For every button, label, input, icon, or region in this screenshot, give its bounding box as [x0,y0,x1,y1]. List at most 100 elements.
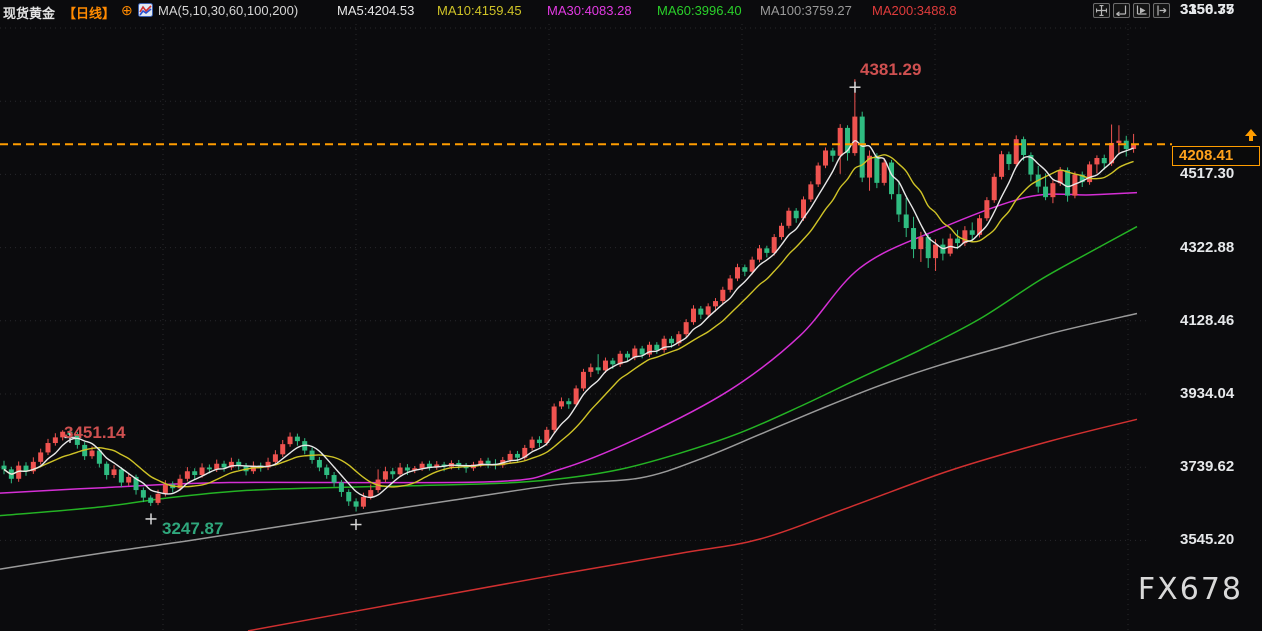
candle-down [1,465,7,470]
candle-down [514,453,520,458]
ma30-line [0,191,1138,494]
candle-down [206,467,212,470]
candle-up [588,367,594,372]
candle-up [771,237,777,253]
candle-down [903,214,909,229]
timeframe-label[interactable]: 【日线】 [63,6,116,21]
candle-up [1094,158,1100,165]
candle-up [837,127,843,156]
candle-down [118,469,124,483]
candle-down [969,230,975,235]
candle-up [867,155,873,178]
candle-up [38,452,44,462]
candle-down [624,353,630,358]
candle-down [331,475,337,483]
candle-up [419,463,425,469]
candle-up [558,401,564,407]
candle-up [573,388,579,405]
candle-down [654,344,660,351]
candle-up [52,437,58,444]
legend-ma100: MA100:3759.27 [760,3,852,18]
candle-down [236,461,242,466]
candle-down [830,150,836,156]
price-annotations: 4381.29 3451.14 3247.87 [64,60,921,538]
legend-ma5: MA5:4204.53 [337,3,415,18]
candle-up [111,469,117,476]
candle-down [338,482,344,492]
candle-up [808,184,814,200]
legend-ma10: MA10:4159.45 [437,3,522,18]
move-crosshair-button[interactable] [1093,3,1110,18]
scale-right-button[interactable] [1133,3,1150,18]
ma60-line [0,225,1138,517]
candle-up [30,461,36,472]
candle-up [1072,174,1078,196]
go-latest-button[interactable] [1153,3,1170,18]
candle-up [852,116,858,154]
candle-up [214,463,220,470]
candle-up [126,476,132,483]
price-up-arrow-icon [1243,129,1259,147]
candle-down [133,476,139,491]
candle-down [742,267,748,272]
y-axis-label: 3350.77 [1180,1,1235,18]
candle-up [89,450,95,457]
candle-up [1057,170,1063,184]
mini-chart-icon[interactable] [138,3,153,20]
candle-up [749,259,755,272]
ma200-line [247,418,1138,631]
candle-down [404,467,410,471]
ma-settings-label[interactable]: MA(5,10,30,60,100,200) [158,3,299,18]
candle-up [16,465,22,479]
candle-down [859,116,865,178]
candle-down [595,367,601,371]
ma10-group [3,154,1134,488]
candle-down [96,450,102,464]
candle-down [911,228,917,250]
globe-plus-icon[interactable]: ⊕ [121,2,133,18]
candle-down [426,463,432,468]
ma100-group [0,312,1138,570]
candle-down [1065,170,1071,196]
legend-ma30: MA30:4083.28 [547,3,632,18]
candle-up [368,490,374,497]
candle-up [881,162,887,183]
candle-down [324,467,330,476]
candle-up [984,200,990,219]
candle-down [793,210,799,219]
y-axis-label: 3545.20 [1180,531,1235,548]
candle-down [874,155,880,183]
candle-down [764,248,770,253]
ma60-group [0,225,1138,517]
candle-up [272,454,278,462]
candle-down [456,462,462,466]
candle-up [632,348,638,358]
candle-down [353,501,359,507]
high-label: 3451.14 [64,423,126,442]
candle-up [690,308,696,323]
candle-up [265,461,271,468]
y-axis-label: 4517.30 [1180,165,1235,182]
candle-down [74,434,80,445]
candle-down [639,348,645,355]
last-price-badge: 4208.41 [1172,146,1260,166]
candle-up [1050,183,1056,198]
candle-up [580,371,586,389]
ma30-group [0,191,1138,494]
scale-left-button[interactable] [1113,3,1130,18]
grid-lines [0,24,1150,631]
candle-up [617,353,623,365]
ma200-group [247,418,1138,631]
candle-up [507,453,513,460]
candle-down [346,491,352,502]
candle-up [544,429,550,444]
candle-up [177,478,183,489]
candle-up [199,467,205,476]
candle-down [1123,140,1129,149]
instrument-title: 现货黄金 [3,6,56,21]
candle-down [955,238,961,244]
candle-up [155,493,161,503]
candle-up [162,484,168,494]
candle-up [712,301,718,307]
